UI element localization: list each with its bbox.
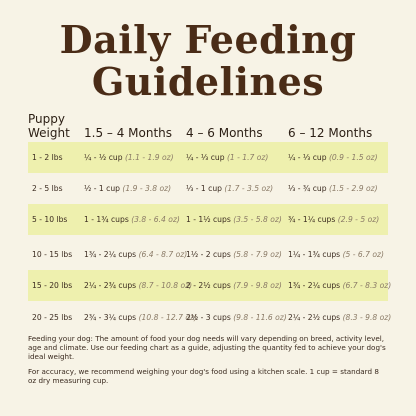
table-row: 5 - 10 lbs 1 - 1¾ cups (3.8 - 6.4 oz) 1 … (28, 204, 388, 235)
page-title-line2: Guidelines (91, 59, 325, 104)
page-title-line1: Daily Feeding (59, 17, 357, 62)
amount-cell: 2 - 2½ cups (7.9 - 9.8 oz) (186, 281, 282, 290)
amount-cell: 1 - 1¾ cups (3.8 - 6.4 oz) (84, 215, 180, 224)
table-row: 10 - 15 lbs 1¾ - 2¼ cups (6.4 - 8.7 oz) … (28, 239, 388, 270)
table-row: 15 - 20 lbs 2¼ - 2¾ cups (8.7 - 10.8 oz)… (28, 270, 392, 301)
amount-cell: ¼ - ⅓ cup (1 - 1.7 oz) (186, 153, 269, 162)
amount-cell: 2¾ - 3¼ cups (10.8 - 12.7 oz) (84, 313, 197, 322)
accuracy-note: For accuracy, we recommend weighing your… (28, 367, 379, 385)
amount-cell: 1½ - 2 cups (5.8 - 7.9 oz) (186, 250, 282, 259)
amount-cell: ⅓ - ¾ cup (1.5 - 2.9 oz) (288, 184, 378, 193)
weight-cell: 1 - 2 lbs (32, 153, 63, 162)
amount-cell: 1¼ - 1¾ cups (5 - 6.7 oz) (288, 250, 385, 259)
amount-cell: ½ - 1 cup (1.9 - 3.8 oz) (84, 184, 172, 193)
amount-cell: 2¼ - 2½ cups (8.3 - 9.8 oz) (288, 313, 392, 322)
table-row: 2 - 5 lbs ½ - 1 cup (1.9 - 3.8 oz) ⅓ - 1… (28, 173, 388, 204)
weight-cell: 15 - 20 lbs (32, 281, 73, 290)
amount-cell: ¼ - ⅓ cup (0.9 - 1.5 oz) (288, 153, 378, 162)
amount-cell: 1¾ - 2¼ cups (6.7 - 8.3 oz) (288, 281, 392, 290)
amount-cell: ¾ - 1¼ cups (2.9 - 5 oz) (288, 215, 380, 224)
amount-cell: ⅓ - 1 cup (1.7 - 3.5 oz) (186, 184, 274, 193)
weight-cell: 20 - 25 lbs (32, 313, 73, 322)
header-col-1: 1.5 – 4 Months (84, 126, 173, 140)
weight-cell: 5 - 10 lbs (32, 215, 68, 224)
weight-cell: 10 - 15 lbs (32, 250, 73, 259)
weight-cell: 2 - 5 lbs (32, 184, 63, 193)
amount-cell: 2½ - 3 cups (9.8 - 11.6 oz) (186, 313, 287, 322)
amount-cell: 1¾ - 2¼ cups (6.4 - 8.7 oz) (84, 250, 188, 259)
amount-cell: ¼ - ½ cup (1.1 - 1.9 oz) (84, 153, 174, 162)
table-row: 1 - 2 lbs ¼ - ½ cup (1.1 - 1.9 oz) ¼ - ⅓… (28, 142, 388, 173)
amount-cell: 2¼ - 2¾ cups (8.7 - 10.8 oz) (84, 281, 193, 290)
amount-cell: 1 - 1½ cups (3.5 - 5.8 oz) (186, 215, 282, 224)
header-puppy: Puppy (28, 112, 65, 126)
feeding-note: Feeding your dog: The amount of food you… (28, 334, 386, 361)
table-row: 20 - 25 lbs 2¾ - 3¼ cups (10.8 - 12.7 oz… (28, 302, 392, 333)
header-col-2: 4 – 6 Months (186, 126, 263, 140)
header-col-3: 6 – 12 Months (288, 126, 373, 140)
header-weight: Weight (28, 126, 70, 140)
